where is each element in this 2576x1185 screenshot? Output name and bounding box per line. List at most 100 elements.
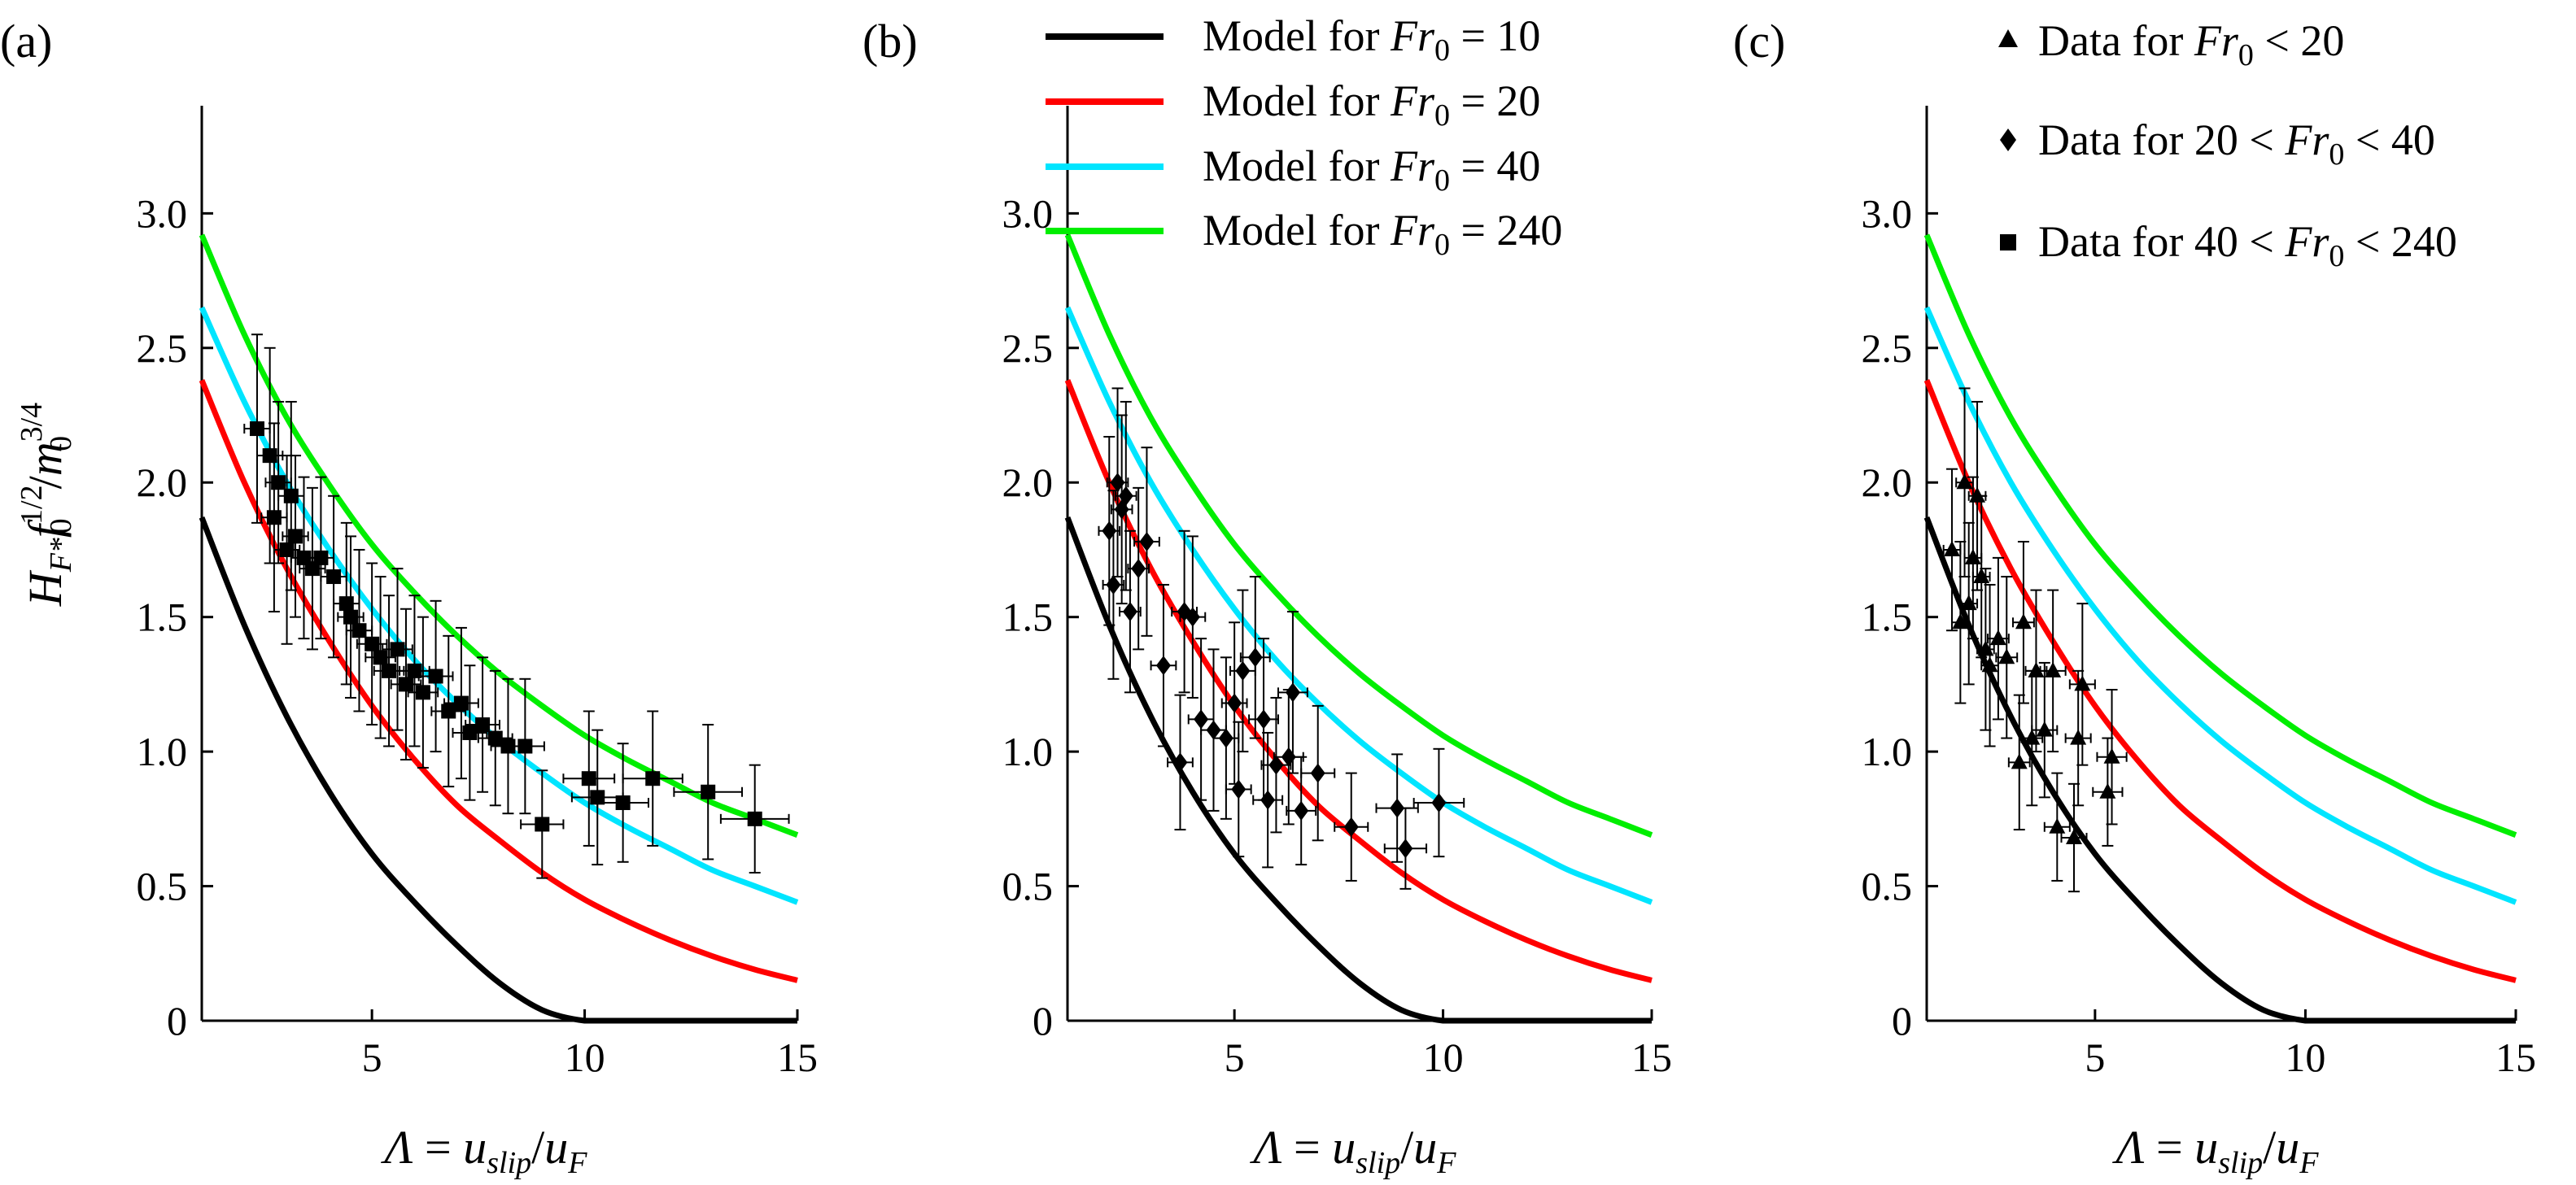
panel-c: (c) 0 0.5 1.0 1.5 2.0 2.5 3.0 5 10 15 Λ = uslip/u… xyxy=(1733,15,2536,1180)
data-point xyxy=(2012,541,2035,704)
x-tick-label: 10 xyxy=(1423,1035,1464,1080)
data-point xyxy=(1334,772,1369,882)
plot-area-b: 0 0.5 1.0 1.5 2.0 2.5 3.0 5 10 15 xyxy=(1002,106,1672,1080)
y-tick-label: 0.5 xyxy=(1002,864,1054,909)
panel-label-a: (a) xyxy=(0,15,52,68)
model-curve xyxy=(199,516,797,1024)
y-axis-label: HF*f1/20/m3/40 xyxy=(15,403,78,607)
data-point xyxy=(1252,731,1284,869)
y-tick-label: 1.5 xyxy=(1002,595,1054,640)
panel-b: (b) 0 0.5 1.0 1.5 2.0 2.5 3.0 5 10 15 Λ = uslip/u… xyxy=(862,15,1672,1180)
data-point xyxy=(520,769,565,879)
x-tick-label: 5 xyxy=(362,1035,382,1080)
data-point xyxy=(1951,541,1970,704)
legend-label-model-fr10: Model for Fr0 = 10 xyxy=(1203,11,1540,68)
triangle-marker-icon xyxy=(1998,29,2018,47)
y-tick-label: 3.0 xyxy=(1862,190,1913,236)
x-axis-label-a: Λ = uslip/uF xyxy=(380,1121,587,1180)
data-point xyxy=(2007,694,2031,831)
data-point xyxy=(1106,387,1129,578)
data-point xyxy=(1986,556,2010,721)
x-tick-label: 10 xyxy=(565,1035,605,1080)
data-point xyxy=(1179,535,1207,699)
y-tick-label: 2.5 xyxy=(1862,325,1913,371)
y-tick-label: 2.5 xyxy=(137,325,188,371)
data-point xyxy=(320,494,347,659)
y-tick-label: 3.0 xyxy=(1002,190,1054,236)
data-point xyxy=(365,576,396,739)
data-point xyxy=(673,724,744,860)
data-point xyxy=(2031,661,2059,799)
plot-area-a: 0 0.5 1.0 1.5 2.0 2.5 3.0 5 10 15 xyxy=(137,106,818,1080)
y-tick-label: 0.5 xyxy=(1862,864,1913,909)
model-curve xyxy=(1923,516,2516,1024)
data-point xyxy=(477,669,513,807)
legend-item-model-fr240: Model for Fr0 = 240 xyxy=(1046,206,1562,262)
data-point xyxy=(382,568,413,731)
data-legend: Data for Fr0 < 20 Data for 20 < Fr0 < 40… xyxy=(1998,16,2457,273)
data-point xyxy=(1942,468,1962,632)
square-marker-icon xyxy=(2000,234,2016,251)
data-point xyxy=(1980,583,1999,747)
data-point xyxy=(465,656,500,793)
y-tick-label: 1.0 xyxy=(137,729,188,774)
data-point xyxy=(337,535,365,699)
data-point xyxy=(333,521,360,686)
y-tick-label: 2.0 xyxy=(1862,460,1913,505)
data-point xyxy=(2060,782,2088,893)
data-point xyxy=(1119,529,1142,694)
data-point xyxy=(2020,669,2044,807)
y-tick-label: 1.5 xyxy=(137,595,188,640)
model-curve xyxy=(1064,233,1653,838)
model-curve xyxy=(1064,306,1653,905)
data-point xyxy=(1150,583,1177,747)
data-point xyxy=(719,764,790,874)
legend-label-data-20-40: Data for 20 < Fr0 < 40 xyxy=(2038,115,2435,172)
data-point xyxy=(1200,648,1227,812)
data-point xyxy=(1239,576,1271,739)
panel-label-b: (b) xyxy=(862,15,918,68)
legend-item-data-20-40: Data for 20 < Fr0 < 40 xyxy=(2000,115,2435,172)
model-curve xyxy=(1064,379,1653,983)
data-point xyxy=(2096,689,2128,826)
model-curve xyxy=(1923,306,2517,905)
legend-label-model-fr240: Model for Fr0 = 240 xyxy=(1203,206,1562,262)
data-point xyxy=(407,616,439,769)
diamond-marker-icon xyxy=(2000,129,2016,151)
data-point xyxy=(622,710,683,847)
data-point xyxy=(282,455,309,618)
data-point xyxy=(1277,611,1308,774)
y-tick-label: 2.0 xyxy=(137,460,188,505)
legend-label-data-lt20: Data for Fr0 < 20 xyxy=(2038,16,2344,72)
model-legend: Model for Fr0 = 10 Model for Fr0 = 20 Mo… xyxy=(1046,11,1562,262)
y-tick-label: 3.0 xyxy=(137,190,188,236)
x-tick-label: 5 xyxy=(2085,1035,2105,1080)
model-curve xyxy=(199,233,799,838)
data-point xyxy=(1248,638,1279,801)
data-point xyxy=(1959,521,1979,686)
y-tick-label: 2.5 xyxy=(1002,325,1054,371)
data-point xyxy=(345,548,373,712)
data-point xyxy=(1167,694,1194,831)
data-point xyxy=(2068,603,2096,766)
data-point xyxy=(417,599,454,753)
data-point xyxy=(2043,772,2071,882)
model-curve xyxy=(1064,516,1652,1024)
legend-item-model-fr40: Model for Fr0 = 40 xyxy=(1046,142,1540,198)
legend-item-model-fr20: Model for Fr0 = 20 xyxy=(1046,76,1540,133)
data-point xyxy=(1995,576,2019,739)
panel-a: (a) 0 0.5 1.0 1.5 2.0 2.5 3.0 5 10 15 Λ = uslip/u… xyxy=(0,15,818,1180)
data-point xyxy=(1976,568,1995,731)
x-tick-label: 5 xyxy=(1225,1035,1245,1080)
data-point xyxy=(452,664,488,801)
y-tick-label: 2.0 xyxy=(1002,460,1054,505)
data-point xyxy=(562,710,616,847)
x-tick-label: 15 xyxy=(1631,1035,1672,1080)
y-tick-label: 1.5 xyxy=(1862,595,1913,640)
legend-item-data-lt20: Data for Fr0 < 20 xyxy=(1998,16,2344,72)
legend-label-model-fr40: Model for Fr0 = 40 xyxy=(1203,142,1540,198)
legend-label-model-fr20: Model for Fr0 = 20 xyxy=(1203,76,1540,133)
plot-area-c: 0 0.5 1.0 1.5 2.0 2.5 3.0 5 10 15 xyxy=(1862,106,2536,1080)
data-point xyxy=(1300,704,1336,842)
